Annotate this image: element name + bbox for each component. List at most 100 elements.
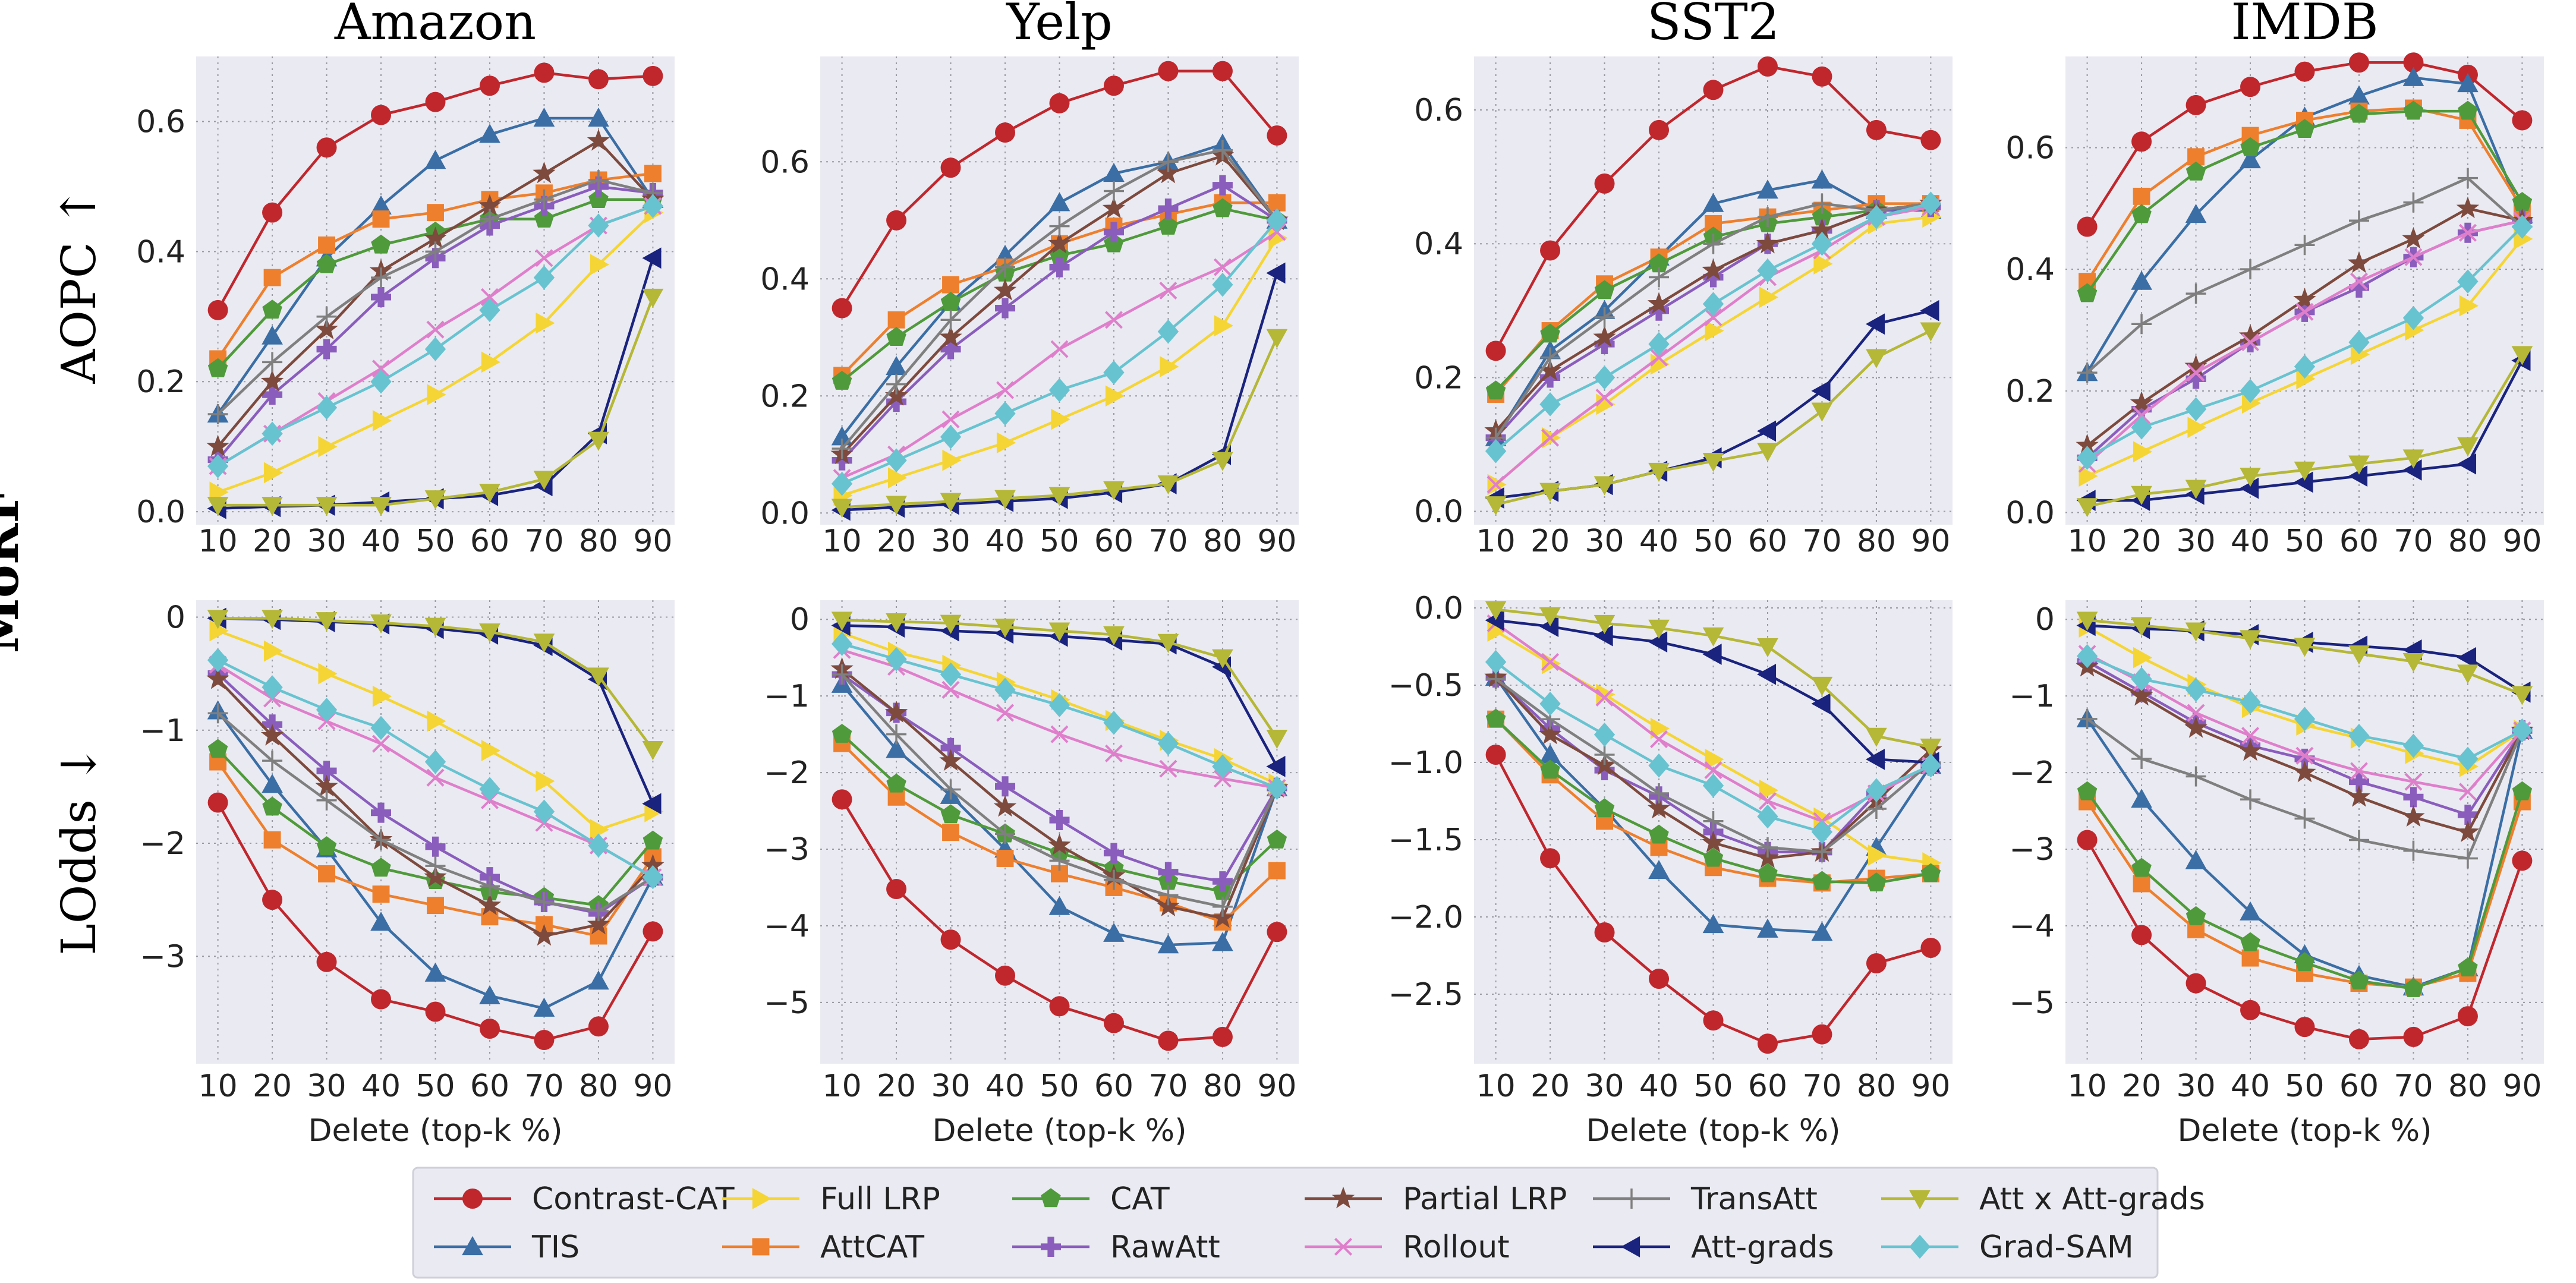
- data-point: [370, 614, 392, 634]
- data-point: [534, 208, 555, 228]
- data-point: [533, 471, 555, 490]
- legend-marker: [1909, 1234, 1931, 1259]
- data-point: [1103, 1013, 1124, 1033]
- data-point: [587, 129, 610, 151]
- data-point: [1266, 755, 1286, 777]
- data-point: [1541, 428, 1560, 447]
- data-point: [2457, 168, 2478, 188]
- data-point: [2076, 446, 2098, 470]
- data-point: [263, 831, 281, 849]
- data-point: [1759, 779, 1779, 801]
- x-tick-label: 10: [1476, 524, 1516, 559]
- x-tick-label: 10: [2068, 1068, 2107, 1104]
- data-point: [262, 384, 283, 405]
- data-point: [1050, 725, 1069, 743]
- data-point: [1759, 286, 1779, 308]
- data-point: [2350, 272, 2368, 291]
- data-point: [1702, 193, 1724, 212]
- data-point: [479, 484, 500, 503]
- x-tick-label: 10: [199, 1068, 238, 1104]
- data-point: [1213, 770, 1232, 788]
- y-tick-label: 0.0: [2005, 496, 2055, 531]
- legend-label: Rollout: [1403, 1230, 1510, 1265]
- x-tick-label: 20: [2122, 1068, 2161, 1104]
- data-point: [479, 124, 500, 143]
- data-point: [2131, 486, 2152, 505]
- data-point: [2348, 771, 2369, 792]
- data-point: [2240, 630, 2261, 650]
- data-point: [1920, 191, 1942, 216]
- data-point: [2131, 789, 2152, 808]
- data-point: [1648, 859, 1670, 879]
- legend-entry-transatt: TransAtt: [1593, 1181, 1818, 1217]
- data-point: [316, 698, 338, 722]
- data-point: [2457, 746, 2479, 771]
- data-point: [1158, 1030, 1179, 1051]
- data-point: [996, 432, 1016, 453]
- data-point: [2133, 875, 2150, 893]
- data-point: [2185, 906, 2206, 925]
- data-point: [2457, 437, 2479, 456]
- data-point: [886, 724, 907, 745]
- legend-label: AttCAT: [820, 1230, 924, 1265]
- data-point: [1702, 452, 1724, 472]
- data-point: [1048, 192, 1070, 212]
- data-point: [207, 703, 228, 724]
- data-point: [1157, 633, 1179, 653]
- data-point: [424, 865, 447, 887]
- x-tick-label: 20: [1531, 524, 1570, 559]
- y-tick-label: 0.6: [760, 144, 810, 180]
- series-att-x-att-grads: [207, 288, 664, 516]
- data-point: [2131, 314, 2152, 335]
- legend-label: Att x Att-grads: [1979, 1181, 2205, 1217]
- data-point: [1920, 938, 1941, 958]
- legend-label: Grad-SAM: [1979, 1230, 2134, 1265]
- data-point: [2348, 1029, 2369, 1049]
- data-point: [1048, 896, 1070, 915]
- x-tick-label: 40: [1639, 1068, 1679, 1104]
- data-point: [481, 351, 501, 373]
- data-point: [372, 360, 391, 378]
- data-point: [940, 339, 961, 360]
- data-point: [1102, 196, 1126, 219]
- data-point: [995, 965, 1016, 986]
- data-point: [588, 833, 609, 858]
- series-contrast-cat: [2077, 52, 2533, 237]
- data-point: [1485, 601, 1507, 620]
- data-point: [2240, 77, 2261, 97]
- data-point: [1158, 152, 1179, 172]
- data-point: [832, 450, 852, 471]
- data-point: [2133, 406, 2151, 424]
- x-tick-label: 70: [2394, 1068, 2433, 1104]
- data-point: [2457, 647, 2477, 669]
- data-point: [993, 795, 1017, 817]
- legend-entry-attcat: AttCAT: [722, 1230, 924, 1265]
- data-point: [1811, 402, 1833, 422]
- data-point: [2402, 653, 2424, 673]
- data-point: [2294, 808, 2315, 829]
- x-tick-label: 80: [1203, 524, 1242, 559]
- data-point: [2404, 248, 2423, 266]
- x-tick-label: 50: [1040, 524, 1079, 559]
- y-tick-label: 0.6: [136, 104, 185, 140]
- data-point: [2185, 283, 2206, 304]
- data-point: [1866, 119, 1887, 140]
- data-point: [479, 298, 500, 323]
- data-point: [371, 830, 392, 850]
- data-point: [1539, 392, 1561, 417]
- data-point: [1049, 850, 1070, 871]
- series-att-x-att-grads: [207, 610, 664, 761]
- data-point: [533, 799, 555, 824]
- data-point: [995, 824, 1016, 844]
- row-label-aopc: AOPC ↑: [51, 187, 106, 384]
- data-point: [371, 989, 392, 1010]
- data-point: [1048, 622, 1070, 642]
- data-point: [939, 749, 962, 771]
- data-point: [1539, 607, 1561, 627]
- x-tick-label: 20: [877, 524, 916, 559]
- data-point: [1594, 614, 1615, 635]
- legend-entry-full-lrp: Full LRP: [722, 1181, 940, 1217]
- data-point: [886, 496, 907, 515]
- legend-label: CAT: [1110, 1181, 1170, 1217]
- data-point: [372, 410, 392, 431]
